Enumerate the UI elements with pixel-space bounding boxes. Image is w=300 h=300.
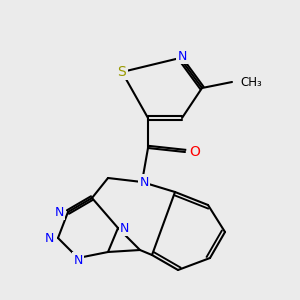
Text: N: N	[120, 221, 129, 235]
Text: N: N	[45, 232, 54, 244]
Text: N: N	[177, 50, 187, 62]
Text: S: S	[118, 65, 126, 79]
Text: O: O	[190, 145, 200, 159]
Text: N: N	[139, 176, 149, 188]
Text: CH₃: CH₃	[240, 76, 262, 88]
Text: N: N	[55, 206, 64, 218]
Text: N: N	[73, 254, 83, 266]
